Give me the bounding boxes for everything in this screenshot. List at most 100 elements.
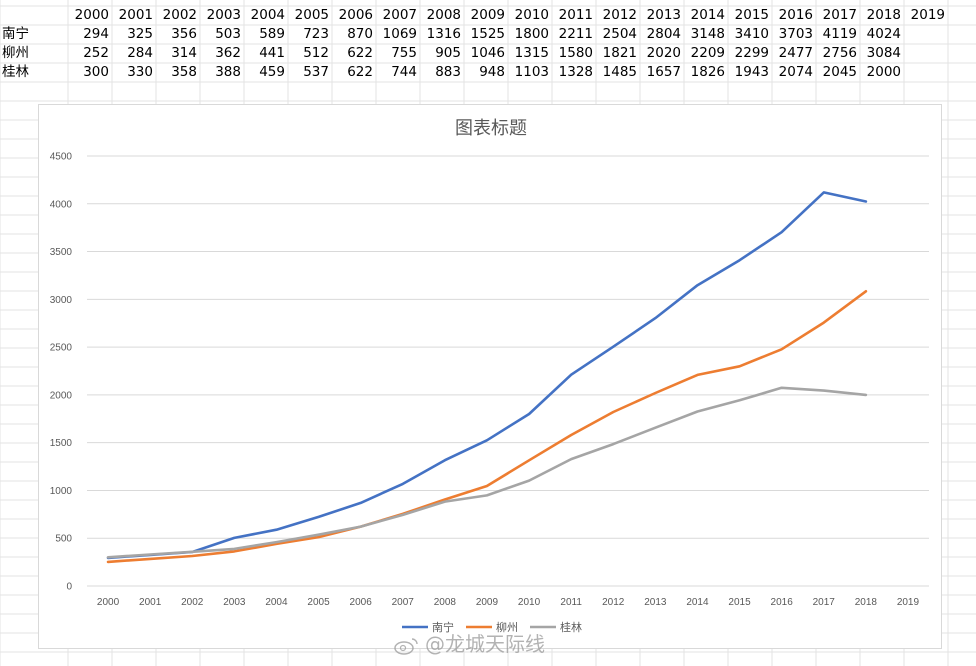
series-line-0[interactable] xyxy=(106,191,868,560)
value-cell[interactable]: 1525 xyxy=(470,26,505,42)
value-cell[interactable]: 459 xyxy=(259,64,285,80)
value-cell[interactable]: 2000 xyxy=(866,64,901,80)
row-label-cell[interactable]: 桂林 xyxy=(2,64,29,80)
value-cell[interactable]: 1826 xyxy=(690,64,725,80)
value-cell[interactable]: 362 xyxy=(215,45,241,61)
year-header-cell[interactable]: 2019 xyxy=(910,7,945,23)
value-cell[interactable]: 3148 xyxy=(690,26,725,42)
value-cell[interactable]: 2211 xyxy=(558,26,593,42)
year-header-cell[interactable]: 2001 xyxy=(118,7,153,23)
y-tick-label: 4000 xyxy=(50,199,73,210)
value-cell[interactable]: 589 xyxy=(259,26,285,42)
legend-label: 南宁 xyxy=(432,620,454,634)
value-cell[interactable]: 883 xyxy=(435,64,461,80)
value-cell[interactable]: 300 xyxy=(83,64,109,80)
year-header-cell[interactable]: 2017 xyxy=(822,7,857,23)
year-header-cell[interactable]: 2016 xyxy=(778,7,813,23)
x-tick-label: 2004 xyxy=(265,597,288,608)
value-cell[interactable]: 2299 xyxy=(734,45,769,61)
value-cell[interactable]: 1046 xyxy=(470,45,505,61)
value-cell[interactable]: 284 xyxy=(127,45,153,61)
value-cell[interactable] xyxy=(904,25,948,44)
value-cell[interactable]: 622 xyxy=(347,64,373,80)
value-cell[interactable]: 948 xyxy=(479,64,505,80)
value-cell[interactable]: 1580 xyxy=(558,45,593,61)
chart-container[interactable]: 图表标题 0 500 1000 1500 2000 2500 3000 3500 4000 4500… xyxy=(38,104,942,649)
x-tick-label: 2016 xyxy=(771,597,794,608)
y-tick-label: 0 xyxy=(66,582,72,593)
year-header-cell[interactable]: 2009 xyxy=(470,7,505,23)
value-cell[interactable] xyxy=(904,63,948,82)
year-header-cell[interactable]: 2003 xyxy=(206,7,241,23)
value-cell[interactable]: 905 xyxy=(435,45,461,61)
year-header-cell[interactable]: 2007 xyxy=(382,7,417,23)
value-cell[interactable]: 1800 xyxy=(514,26,549,42)
table-corner-cell[interactable] xyxy=(0,6,68,25)
value-cell[interactable]: 2504 xyxy=(602,26,637,42)
year-header-cell[interactable]: 2000 xyxy=(74,7,109,23)
value-cell[interactable]: 744 xyxy=(391,64,417,80)
chart-legend[interactable]: 南宁 柳州 桂林 xyxy=(402,620,582,634)
value-cell[interactable]: 1103 xyxy=(514,64,549,80)
x-tick-label: 2005 xyxy=(307,597,330,608)
value-cell[interactable]: 537 xyxy=(303,64,329,80)
y-tick-label: 1500 xyxy=(50,438,73,449)
value-cell[interactable]: 2045 xyxy=(822,64,857,80)
value-cell[interactable] xyxy=(904,44,948,63)
value-cell[interactable]: 1316 xyxy=(426,26,461,42)
value-cell[interactable]: 330 xyxy=(127,64,153,80)
row-label-cell[interactable]: 柳州 xyxy=(2,45,29,61)
value-cell[interactable]: 314 xyxy=(171,45,197,61)
value-cell[interactable]: 1315 xyxy=(514,45,549,61)
value-cell[interactable]: 755 xyxy=(391,45,417,61)
value-cell[interactable]: 512 xyxy=(303,45,329,61)
value-cell[interactable]: 2804 xyxy=(646,26,681,42)
x-tick-label: 2018 xyxy=(855,597,878,608)
value-cell[interactable]: 325 xyxy=(127,26,153,42)
value-cell[interactable]: 388 xyxy=(215,64,241,80)
value-cell[interactable]: 441 xyxy=(259,45,285,61)
value-cell[interactable]: 2756 xyxy=(822,45,857,61)
value-cell[interactable]: 4119 xyxy=(822,26,857,42)
year-header-cell[interactable]: 2006 xyxy=(338,7,373,23)
year-header-cell[interactable]: 2002 xyxy=(162,7,197,23)
year-header-cell[interactable]: 2004 xyxy=(250,7,285,23)
value-cell[interactable]: 870 xyxy=(347,26,373,42)
year-header-cell[interactable]: 2013 xyxy=(646,7,681,23)
value-cell[interactable]: 2209 xyxy=(690,45,725,61)
value-cell[interactable]: 1821 xyxy=(602,45,637,61)
value-cell[interactable]: 358 xyxy=(171,64,197,80)
value-cell[interactable]: 1069 xyxy=(382,26,417,42)
value-cell[interactable]: 622 xyxy=(347,45,373,61)
value-cell[interactable]: 356 xyxy=(171,26,197,42)
value-cell[interactable]: 1943 xyxy=(734,64,769,80)
series-line-2[interactable] xyxy=(106,386,868,559)
chart-title[interactable]: 图表标题 xyxy=(455,118,527,139)
value-cell[interactable]: 4024 xyxy=(866,26,901,42)
x-tick-label: 2001 xyxy=(139,597,162,608)
year-header-cell[interactable]: 2012 xyxy=(602,7,637,23)
value-cell[interactable]: 294 xyxy=(83,26,109,42)
year-header-cell[interactable]: 2005 xyxy=(294,7,329,23)
x-tick-label: 2011 xyxy=(560,597,582,608)
value-cell[interactable]: 2020 xyxy=(646,45,681,61)
value-cell[interactable]: 3703 xyxy=(778,26,813,42)
year-header-cell[interactable]: 2015 xyxy=(734,7,769,23)
value-cell[interactable]: 1485 xyxy=(602,64,637,80)
value-cell[interactable]: 723 xyxy=(303,26,329,42)
row-label-cell[interactable]: 南宁 xyxy=(2,26,29,42)
series-line-1[interactable] xyxy=(106,290,868,564)
value-cell[interactable]: 2477 xyxy=(778,45,813,61)
value-cell[interactable]: 1657 xyxy=(646,64,681,80)
year-header-cell[interactable]: 2008 xyxy=(426,7,461,23)
year-header-cell[interactable]: 2014 xyxy=(690,7,725,23)
value-cell[interactable]: 3084 xyxy=(866,45,901,61)
year-header-cell[interactable]: 2018 xyxy=(866,7,901,23)
value-cell[interactable]: 252 xyxy=(83,45,109,61)
value-cell[interactable]: 503 xyxy=(215,26,241,42)
year-header-cell[interactable]: 2010 xyxy=(514,7,549,23)
year-header-cell[interactable]: 2011 xyxy=(558,7,593,23)
value-cell[interactable]: 1328 xyxy=(558,64,593,80)
value-cell[interactable]: 2074 xyxy=(778,64,813,80)
value-cell[interactable]: 3410 xyxy=(734,26,769,42)
